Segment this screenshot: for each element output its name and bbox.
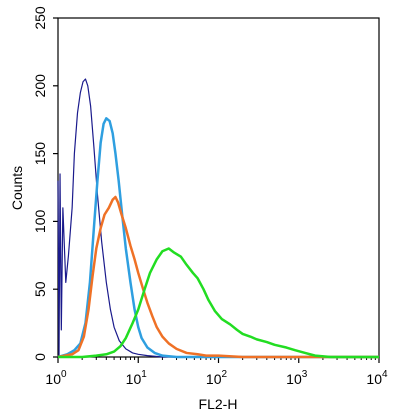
x-tick-base: 10 — [366, 371, 382, 387]
x-tick-base: 10 — [126, 371, 142, 387]
x-tick-exponent: 2 — [222, 369, 228, 380]
y-tick-label: 250 — [32, 6, 48, 30]
y-axis-ticks: 0 50 100 150 200 250 — [32, 6, 58, 361]
x-tick-exponent: 4 — [382, 369, 388, 380]
x-tick-label: 101 — [126, 369, 148, 387]
series-line-1 — [57, 78, 379, 358]
x-tick-label: 103 — [286, 369, 308, 387]
x-tick-exponent: 3 — [302, 369, 308, 380]
x-tick-base: 10 — [286, 371, 302, 387]
x-tick-label: 102 — [206, 369, 228, 387]
y-tick-label: 0 — [32, 353, 48, 361]
x-tick-base: 10 — [45, 371, 61, 387]
x-tick-exponent: 1 — [141, 369, 147, 380]
series-line-2 — [57, 117, 379, 359]
y-tick-label: 200 — [32, 74, 48, 98]
x-tick-base: 10 — [206, 371, 222, 387]
series-line-4 — [58, 247, 379, 359]
x-axis-ticks: 100 101 102 103 104 — [45, 357, 388, 387]
series-group — [57, 78, 379, 359]
y-tick-label: 100 — [32, 210, 48, 234]
x-axis-title: FL2-H — [199, 396, 238, 412]
x-tick-exponent: 0 — [61, 369, 67, 380]
series-line-3 — [57, 195, 379, 359]
y-axis-title: Counts — [9, 166, 25, 210]
x-tick-label: 104 — [366, 369, 388, 387]
x-tick-label: 100 — [45, 369, 67, 387]
y-tick-label: 50 — [32, 281, 48, 297]
y-tick-label: 150 — [32, 142, 48, 166]
plot-frame — [57, 17, 380, 358]
